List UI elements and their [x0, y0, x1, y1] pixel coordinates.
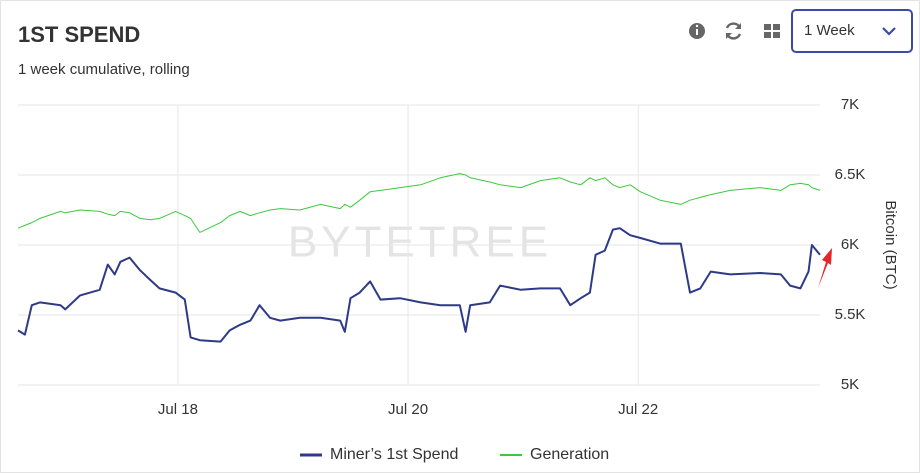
refresh-icon[interactable] — [725, 22, 742, 40]
series-line — [17, 227, 821, 343]
y-tick-label: 5.5K — [835, 306, 866, 323]
legend-label: Generation — [530, 446, 609, 463]
x-tick-label: Jul 20 — [388, 401, 428, 418]
dropdown-label: 1 Week — [804, 22, 855, 39]
x-tick-label: Jul 22 — [618, 401, 658, 418]
grid-icon[interactable] — [764, 24, 780, 38]
chart-title: 1ST SPEND — [18, 22, 140, 47]
annotation-arrow — [818, 248, 832, 288]
watermark: BYTETREE — [288, 218, 552, 267]
y-axis-label: Bitcoin (BTC) — [882, 200, 899, 289]
y-tick-label: 5K — [841, 376, 859, 393]
y-tick-label: 7K — [841, 96, 859, 113]
chart-subtitle: 1 week cumulative, rolling — [18, 61, 190, 78]
info-icon[interactable] — [689, 23, 705, 39]
y-tick-label: 6K — [841, 236, 859, 253]
range-dropdown[interactable]: 1 Week — [791, 9, 913, 53]
x-tick-label: Jul 18 — [158, 401, 198, 418]
y-tick-label: 6.5K — [835, 166, 866, 183]
legend-label: Miner’s 1st Spend — [330, 446, 458, 463]
series-line — [17, 173, 821, 233]
